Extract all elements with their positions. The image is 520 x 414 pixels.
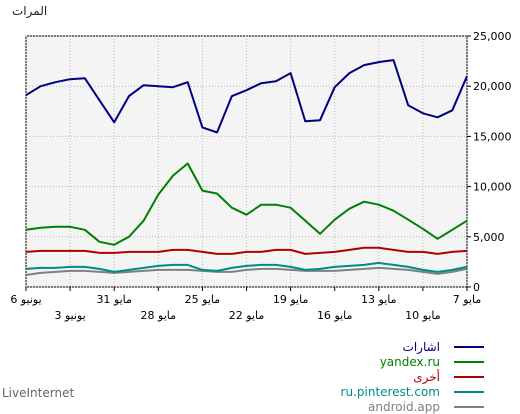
x-tick-label: 19 مايو bbox=[273, 293, 309, 306]
series-line-1 bbox=[25, 162, 468, 246]
series-line-0 bbox=[25, 59, 468, 134]
x-tick-label: 10 مايو bbox=[405, 309, 441, 322]
line-chart: 0 5,000 10,000 15,000 20,000 25,000 7 مايو 13 … bbox=[10, 30, 512, 322]
series-line-4 bbox=[25, 266, 468, 276]
legend-label: ru.pinterest.com bbox=[340, 384, 440, 399]
series-line-3 bbox=[25, 261, 468, 273]
y-tick-label: 5,000 bbox=[473, 231, 505, 244]
y-tick-label: 25,000 bbox=[473, 30, 512, 43]
legend-swatch bbox=[454, 375, 484, 378]
x-tick-label: 16 مايو bbox=[317, 309, 353, 322]
x-tick-label: 7 مايو bbox=[453, 293, 482, 306]
legend-label: yandex.ru bbox=[379, 354, 440, 369]
legend-swatch bbox=[454, 360, 484, 363]
legend-item-android-app: android.app bbox=[341, 399, 484, 414]
legend-item-other: أخرى bbox=[341, 369, 484, 384]
y-tick-label: 10,000 bbox=[473, 181, 512, 194]
plot-background bbox=[25, 35, 468, 288]
x-tick-label: 31 مايو bbox=[96, 293, 132, 306]
x-tick-label: 6 يونيو bbox=[10, 293, 41, 306]
x-tick-label: 28 مايو bbox=[141, 309, 177, 322]
y-tick-label: 15,000 bbox=[473, 130, 512, 143]
legend-item-yandex: yandex.ru bbox=[341, 354, 484, 369]
legend-label: android.app bbox=[368, 399, 440, 414]
brand-label: LiveInternet bbox=[2, 386, 75, 400]
x-tick-label: 25 مايو bbox=[185, 293, 221, 306]
x-tick-label: 22 مايو bbox=[229, 309, 265, 322]
legend-item-mentions: اشارات bbox=[341, 339, 484, 354]
y-tick-label: 20,000 bbox=[473, 80, 512, 93]
x-tick-label: 3 يونيو bbox=[54, 309, 85, 322]
legend-label: اشارات bbox=[402, 339, 440, 354]
legend-swatch bbox=[454, 405, 484, 408]
x-tick-label: 13 مايو bbox=[361, 293, 397, 306]
chart-legend: اشارات yandex.ru أخرى ru.pinterest.com a… bbox=[341, 339, 484, 414]
x-axis: 7 مايو 13 مايو 19 مايو 25 مايو 31 مايو 6 يوني… bbox=[10, 287, 481, 322]
legend-item-pinterest: ru.pinterest.com bbox=[341, 384, 484, 399]
series-line-2 bbox=[25, 246, 468, 255]
y-axis: 0 5,000 10,000 15,000 20,000 25,000 bbox=[467, 30, 512, 294]
y-axis-title: المرات bbox=[12, 4, 48, 18]
series-lines bbox=[25, 59, 468, 276]
legend-swatch bbox=[454, 345, 484, 348]
legend-swatch bbox=[454, 390, 484, 393]
y-tick-label: 0 bbox=[473, 281, 480, 294]
legend-label: أخرى bbox=[413, 369, 440, 384]
